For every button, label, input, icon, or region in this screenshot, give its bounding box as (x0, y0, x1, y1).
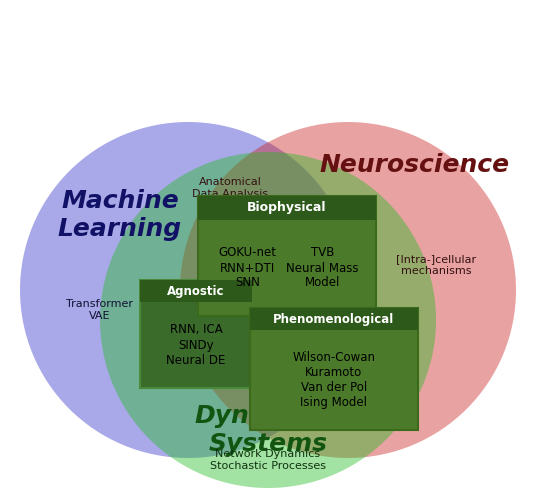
Text: RNN, ICA
SINDy
Neural DE: RNN, ICA SINDy Neural DE (166, 323, 226, 367)
Text: [Intra-]cellular
mechanisms: [Intra-]cellular mechanisms (396, 254, 476, 276)
Text: GOKU-net
RNN+DTI
SNN: GOKU-net RNN+DTI SNN (219, 247, 277, 290)
Text: Machine
Learning: Machine Learning (58, 189, 182, 241)
Bar (250, 308, 418, 330)
Bar (198, 196, 376, 220)
Circle shape (20, 122, 356, 458)
Text: TVB
Neural Mass
Model: TVB Neural Mass Model (286, 247, 359, 290)
Circle shape (100, 152, 436, 488)
Text: Network Dynamics
Stochastic Processes: Network Dynamics Stochastic Processes (210, 449, 326, 471)
Text: Agnostic: Agnostic (167, 285, 225, 298)
Text: Neuroscience: Neuroscience (320, 153, 510, 177)
Bar (140, 280, 252, 388)
Text: Biophysical: Biophysical (247, 201, 327, 214)
Text: Transformer
VAE: Transformer VAE (66, 299, 133, 321)
Text: Anatomical
Data Analysis: Anatomical Data Analysis (192, 177, 268, 199)
Circle shape (180, 122, 516, 458)
Bar (250, 308, 418, 430)
Text: Wilson-Cowan
Kuramoto
Van der Pol
Ising Model: Wilson-Cowan Kuramoto Van der Pol Ising … (293, 351, 376, 409)
Bar (198, 196, 376, 316)
Bar (140, 280, 252, 302)
Text: Dynamical
Systems: Dynamical Systems (195, 404, 341, 456)
Text: Phenomenological: Phenomenological (273, 312, 394, 325)
